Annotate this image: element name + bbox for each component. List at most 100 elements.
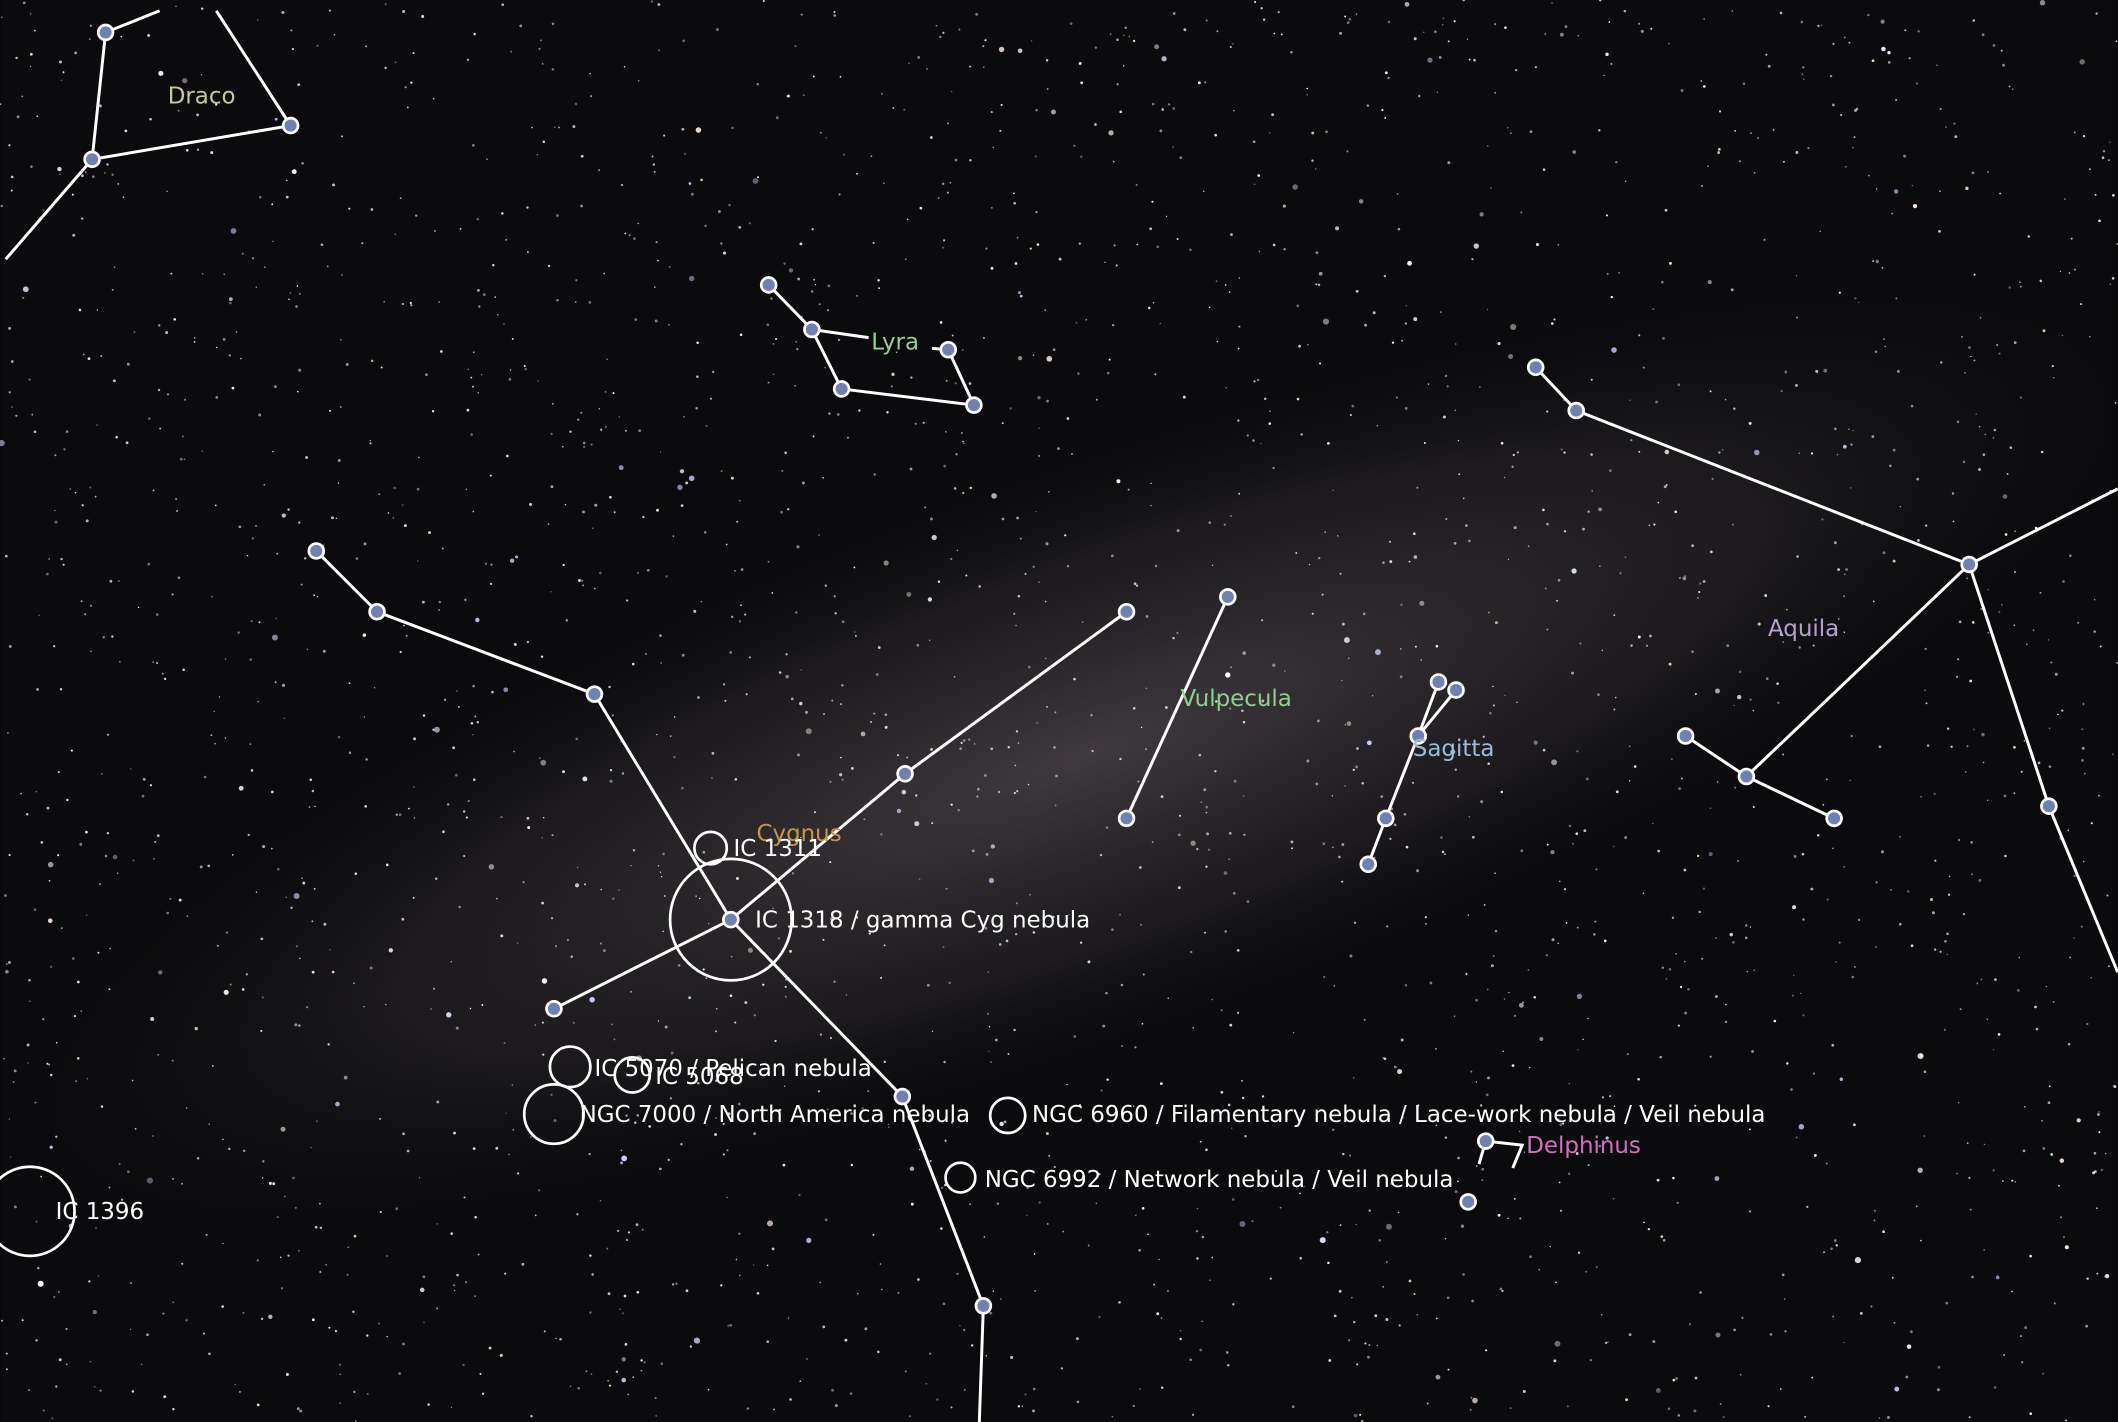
star [799,1380,801,1382]
star [552,68,555,71]
star [2098,1111,2100,1113]
star [398,1372,401,1375]
star [1455,343,1457,345]
star [204,776,207,779]
star [1495,930,1498,933]
star [1293,1032,1294,1033]
star [928,597,932,601]
star [1753,806,1755,808]
star [1192,1027,1194,1029]
star [1535,66,1537,68]
star [1840,1078,1843,1081]
star [1468,540,1471,543]
star [2065,1245,2069,1249]
star [642,516,644,518]
star [1409,1280,1412,1283]
star [628,1231,630,1233]
star [1911,405,1914,408]
star [680,469,684,473]
star [1982,33,1985,36]
star [668,1159,670,1161]
star [1567,1405,1569,1407]
star [1021,1406,1023,1408]
star [1462,1273,1465,1276]
star [466,816,468,818]
star [334,34,336,36]
star [379,1118,381,1120]
star [200,866,203,869]
star [963,739,966,742]
star [701,601,702,602]
star [163,1395,166,1398]
star [54,510,55,511]
star [577,867,578,868]
star [880,833,883,836]
star [950,558,952,560]
star [1834,428,1837,431]
star [541,902,544,905]
star [582,510,585,513]
star [28,379,30,381]
star [891,385,893,387]
star [1655,401,1658,404]
star [1603,75,1604,76]
star [1179,1338,1182,1341]
star [711,752,714,755]
star [1740,1374,1742,1376]
star [225,737,227,739]
star [659,1168,662,1171]
star [1046,59,1048,61]
star [2038,762,2041,765]
star [526,817,529,820]
star [257,1403,260,1406]
star [842,620,845,623]
star [1036,722,1038,724]
star [1519,1003,1524,1008]
star [822,1326,825,1329]
star [1625,181,1627,183]
star [885,714,887,716]
star [364,716,365,717]
star [945,1140,947,1142]
star [1298,345,1301,348]
object-label: IC 1396 [56,1199,144,1225]
star [1139,1388,1141,1390]
star [70,488,72,490]
star [991,844,995,848]
star [806,728,812,734]
star [2060,1216,2062,1218]
star [1139,866,1142,869]
star [1161,1386,1163,1388]
star [1476,1081,1477,1082]
star [954,676,956,678]
star [1381,109,1383,111]
star [1501,442,1504,445]
star [1517,451,1519,453]
star [1710,390,1712,392]
star [839,773,842,776]
star [500,1354,503,1357]
star [529,503,532,506]
star [873,712,875,714]
star [1650,28,1652,30]
star [797,753,800,756]
star [1559,881,1561,883]
star [788,1317,789,1318]
star [1424,442,1426,444]
star [402,1343,405,1346]
star [1652,1340,1655,1343]
star [50,966,52,968]
star [290,292,292,294]
star [72,957,75,960]
star [1002,422,1004,424]
star [831,700,833,702]
star [943,239,945,241]
star [381,366,383,368]
star [792,872,794,874]
star [959,747,962,750]
star [1123,65,1124,66]
star [1697,597,1699,599]
star [316,1120,318,1122]
star [386,1255,388,1257]
star [277,868,280,871]
